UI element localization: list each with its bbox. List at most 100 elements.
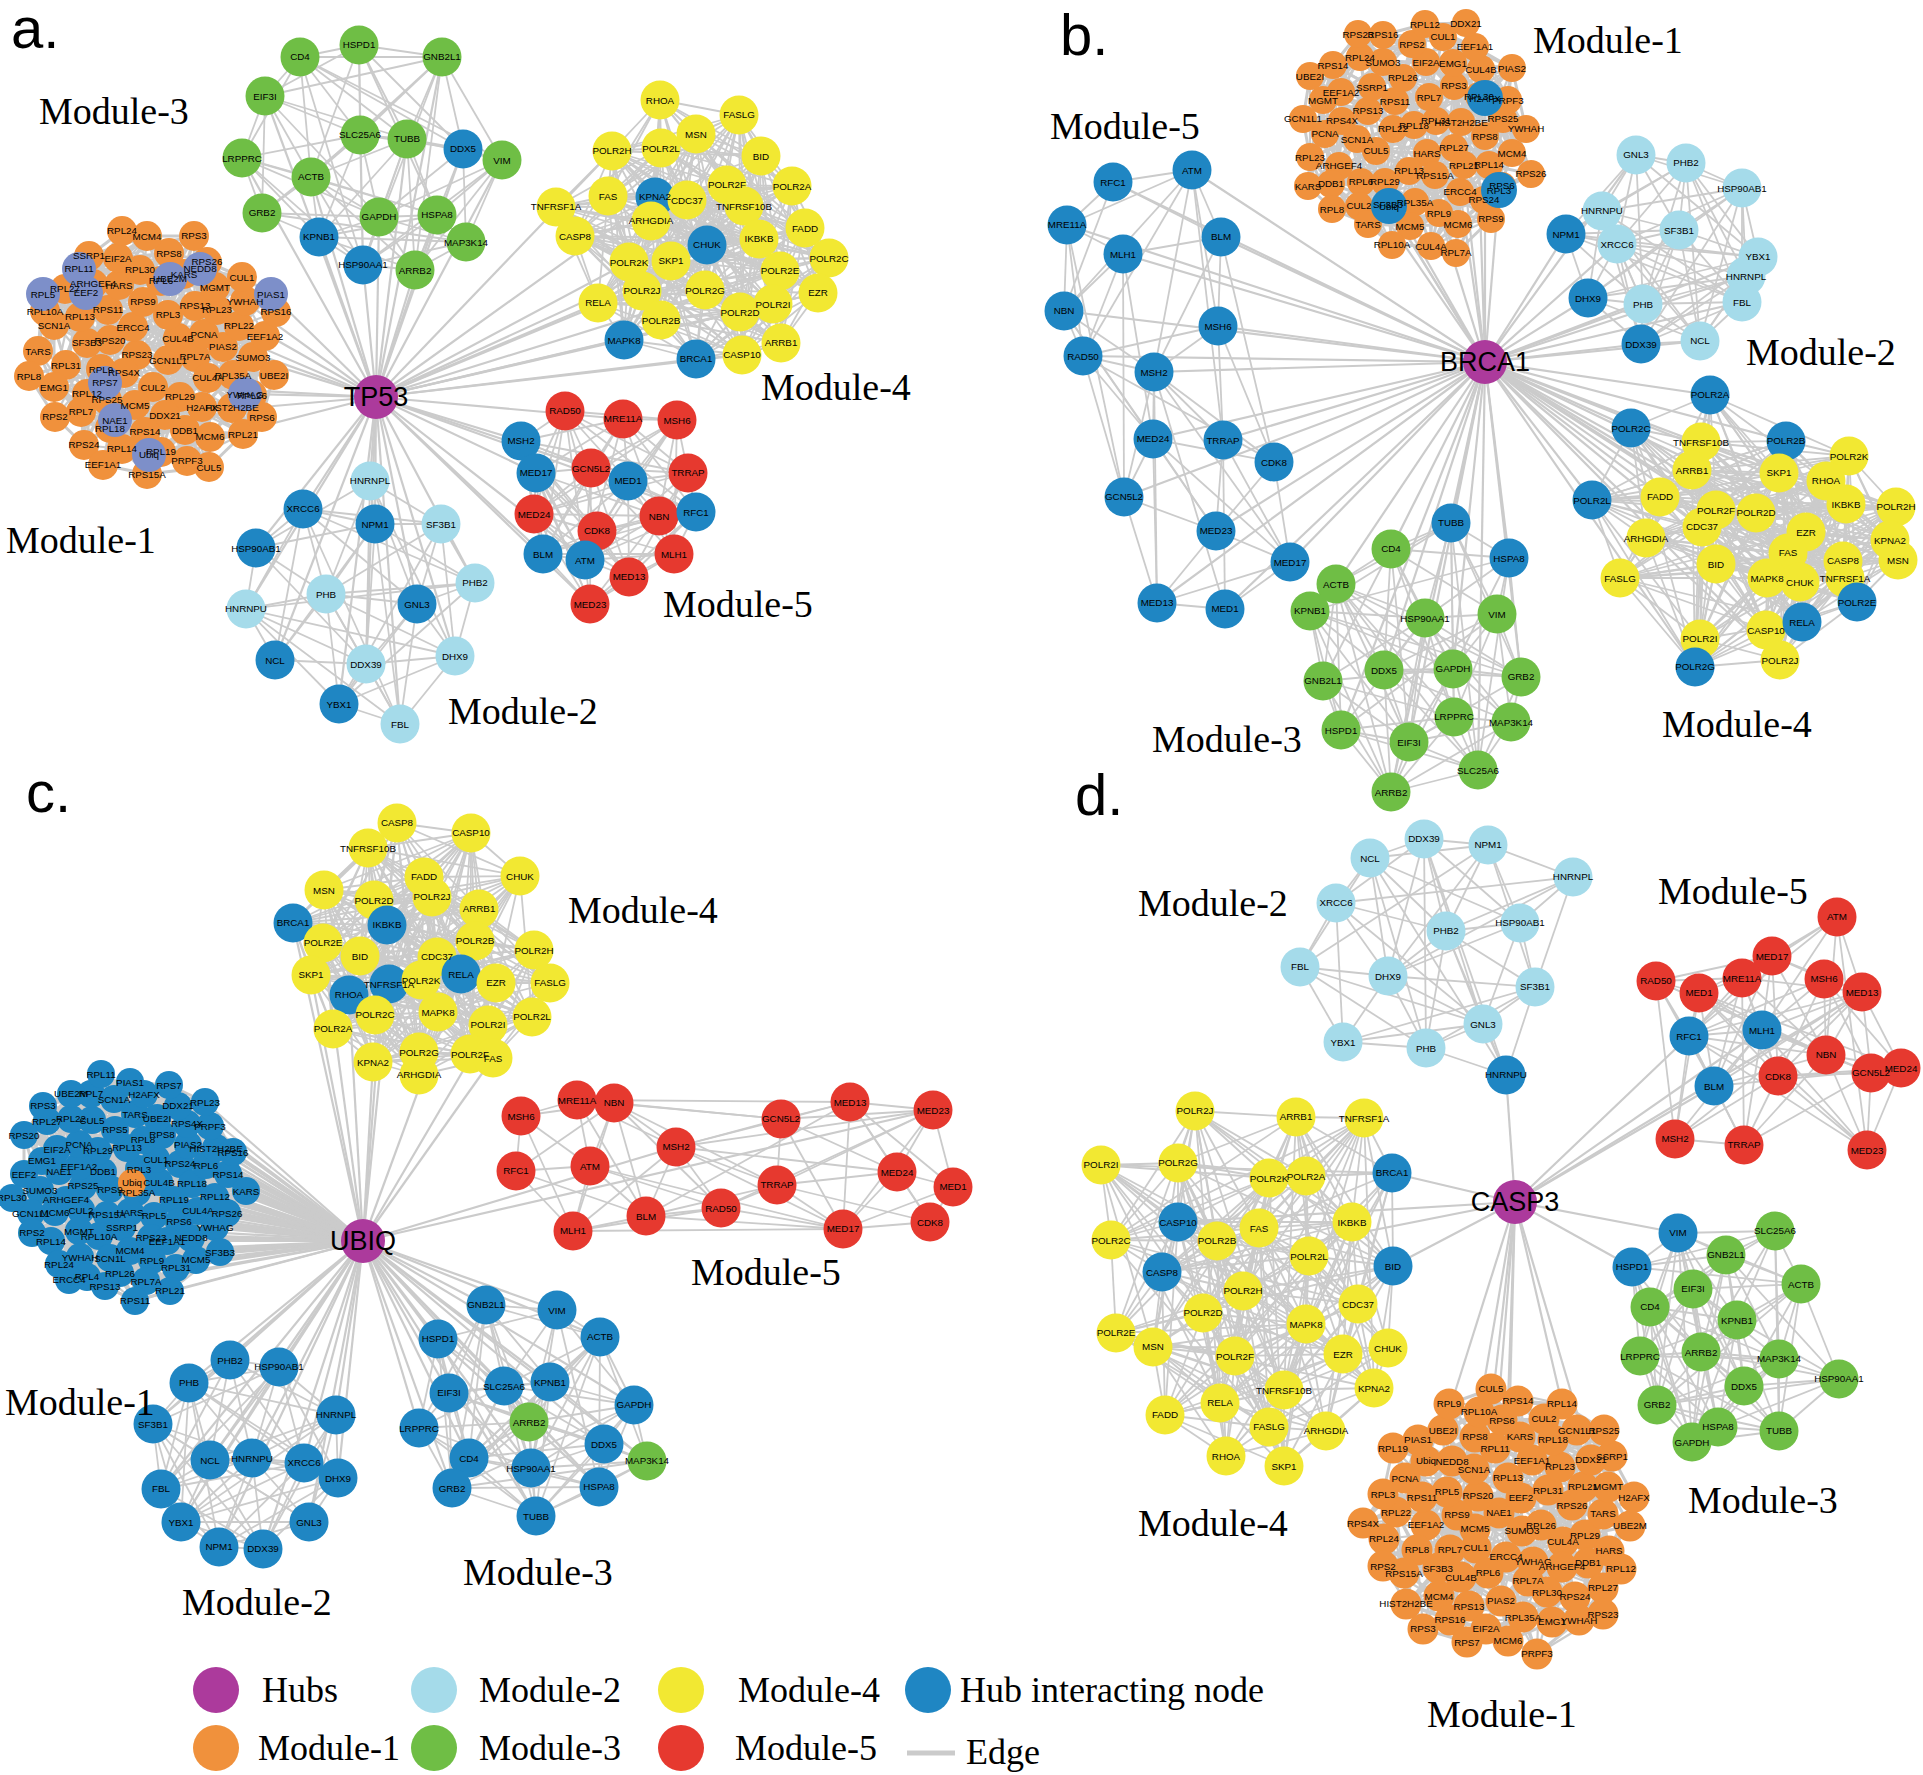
- svg-text:DDX21: DDX21: [149, 410, 181, 421]
- svg-text:SCN1L: SCN1L: [94, 1253, 126, 1264]
- svg-text:POLR2J: POLR2J: [623, 285, 660, 296]
- svg-text:KARS: KARS: [1507, 1431, 1534, 1442]
- svg-text:HNRNPL: HNRNPL: [350, 475, 391, 486]
- svg-text:SKP1: SKP1: [1271, 1461, 1296, 1472]
- svg-text:SLC25A6: SLC25A6: [1754, 1225, 1796, 1236]
- svg-text:SLC25A6: SLC25A6: [339, 129, 381, 140]
- svg-text:EIF2A: EIF2A: [1472, 1623, 1500, 1634]
- svg-text:RPL21: RPL21: [228, 429, 258, 440]
- svg-text:RELA: RELA: [585, 297, 611, 308]
- svg-text:SSRP1: SSRP1: [1596, 1451, 1628, 1462]
- svg-text:RFC1: RFC1: [683, 507, 709, 518]
- svg-text:DDB1: DDB1: [1318, 178, 1344, 189]
- svg-text:EEF1A2: EEF1A2: [1408, 1519, 1445, 1530]
- svg-text:HSPA8: HSPA8: [583, 1481, 615, 1492]
- svg-text:POLR2E: POLR2E: [304, 937, 343, 948]
- svg-text:KPNA2: KPNA2: [1358, 1383, 1390, 1394]
- svg-text:RPL30: RPL30: [1532, 1587, 1563, 1598]
- svg-text:ARHGDIA: ARHGDIA: [629, 215, 674, 226]
- svg-text:CASP8: CASP8: [1827, 555, 1860, 566]
- svg-text:NCL: NCL: [265, 655, 285, 666]
- svg-text:RPL29: RPL29: [1570, 1530, 1600, 1541]
- svg-text:PIAS2: PIAS2: [1487, 1595, 1515, 1606]
- svg-text:GRB2: GRB2: [1644, 1399, 1671, 1410]
- svg-text:RPL26: RPL26: [1526, 1520, 1557, 1531]
- svg-text:RPL11: RPL11: [64, 263, 93, 274]
- svg-text:RPL19: RPL19: [1378, 1443, 1408, 1454]
- svg-text:MED23: MED23: [917, 1105, 950, 1116]
- svg-text:HSPD1: HSPD1: [343, 39, 376, 50]
- svg-text:MCM6: MCM6: [196, 431, 225, 442]
- svg-text:MED17: MED17: [827, 1223, 860, 1234]
- svg-text:RPS16: RPS16: [217, 1147, 249, 1158]
- svg-text:MED13: MED13: [1141, 597, 1174, 608]
- svg-text:RPL22: RPL22: [1378, 123, 1408, 134]
- svg-text:RPL7A: RPL7A: [179, 351, 211, 362]
- svg-text:RPL8: RPL8: [17, 371, 42, 382]
- svg-text:SF3B1: SF3B1: [1520, 981, 1550, 992]
- svg-text:RPS15A: RPS15A: [88, 1209, 126, 1220]
- svg-text:ARRB2: ARRB2: [513, 1417, 546, 1428]
- svg-text:PIAS1: PIAS1: [257, 289, 285, 300]
- svg-text:GCN1L1: GCN1L1: [1284, 113, 1322, 124]
- svg-text:CASP10: CASP10: [452, 827, 490, 838]
- svg-text:MED17: MED17: [1274, 557, 1307, 568]
- svg-text:RPS3: RPS3: [30, 1100, 56, 1111]
- svg-text:CD4: CD4: [1640, 1301, 1660, 1312]
- svg-text:RPL6: RPL6: [1476, 1567, 1501, 1578]
- svg-text:RPS13: RPS13: [1453, 1601, 1485, 1612]
- svg-text:KPNA2: KPNA2: [1874, 535, 1906, 546]
- svg-text:RPL7: RPL7: [1438, 1544, 1463, 1555]
- svg-text:MRE11A: MRE11A: [1048, 219, 1087, 230]
- svg-text:TNFRSF10B: TNFRSF10B: [340, 843, 397, 854]
- svg-text:RPS7: RPS7: [92, 377, 118, 388]
- svg-text:HARS: HARS: [1413, 148, 1441, 159]
- svg-text:MRE11A: MRE11A: [558, 1095, 597, 1106]
- svg-text:RPL27: RPL27: [1439, 142, 1469, 153]
- svg-text:FBL: FBL: [1291, 961, 1310, 972]
- svg-text:FADD: FADD: [1647, 491, 1673, 502]
- svg-text:RPL23: RPL23: [1295, 152, 1326, 163]
- svg-text:CASP10: CASP10: [1747, 625, 1785, 636]
- svg-text:RPL9: RPL9: [1427, 208, 1452, 219]
- svg-text:GNB2L1: GNB2L1: [423, 51, 461, 62]
- svg-text:RPL23: RPL23: [1545, 1461, 1576, 1472]
- svg-text:MRE11A: MRE11A: [1723, 973, 1762, 984]
- svg-text:HSP90AA1: HSP90AA1: [338, 259, 388, 270]
- svg-text:H2AFX: H2AFX: [1469, 93, 1501, 104]
- svg-text:EEF2: EEF2: [74, 287, 99, 298]
- svg-text:POLR2I: POLR2I: [756, 299, 791, 310]
- svg-text:RPL18: RPL18: [177, 1178, 208, 1189]
- svg-text:MCM5: MCM5: [121, 400, 150, 411]
- svg-text:BRCA1: BRCA1: [277, 917, 310, 928]
- svg-text:YWHAG: YWHAG: [196, 1222, 233, 1233]
- svg-text:RPS11: RPS11: [120, 1295, 150, 1306]
- svg-text:RPL30: RPL30: [0, 1192, 28, 1203]
- svg-text:YBX1: YBX1: [1745, 251, 1770, 262]
- svg-text:NBN: NBN: [649, 511, 670, 522]
- svg-text:POLR2F: POLR2F: [708, 179, 746, 190]
- svg-text:MGMT: MGMT: [64, 1226, 94, 1237]
- svg-text:MAPK8: MAPK8: [607, 335, 641, 346]
- svg-text:MAPK8: MAPK8: [1289, 1319, 1323, 1330]
- svg-text:POLR2E: POLR2E: [1097, 1327, 1136, 1338]
- svg-text:RPL5: RPL5: [1435, 1486, 1460, 1497]
- svg-text:RPL31: RPL31: [51, 360, 81, 371]
- svg-text:CASP3: CASP3: [1471, 1187, 1560, 1217]
- svg-text:EEF2: EEF2: [1509, 1492, 1534, 1503]
- svg-text:CDK8: CDK8: [917, 1217, 944, 1228]
- svg-text:TRRAP: TRRAP: [760, 1179, 794, 1190]
- svg-text:POLR2B: POLR2B: [456, 935, 495, 946]
- svg-text:Ubiq: Ubiq: [122, 1177, 142, 1188]
- svg-text:TP53: TP53: [344, 382, 409, 412]
- svg-text:KPNB1: KPNB1: [303, 231, 335, 242]
- svg-text:POLR2D: POLR2D: [1183, 1307, 1222, 1318]
- svg-text:RPS23: RPS23: [1342, 29, 1374, 40]
- svg-text:POLR2C: POLR2C: [355, 1009, 394, 1020]
- svg-text:NAE1: NAE1: [102, 415, 128, 426]
- svg-text:POLR2L: POLR2L: [642, 143, 680, 154]
- svg-text:RPL12: RPL12: [1606, 1563, 1636, 1574]
- svg-text:CUL2: CUL2: [1346, 200, 1371, 211]
- svg-text:MSH6: MSH6: [663, 415, 691, 426]
- svg-text:KPNB1: KPNB1: [534, 1377, 566, 1388]
